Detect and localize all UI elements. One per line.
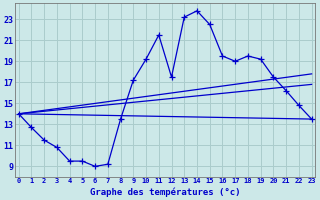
X-axis label: Graphe des températures (°c): Graphe des températures (°c) xyxy=(90,187,240,197)
